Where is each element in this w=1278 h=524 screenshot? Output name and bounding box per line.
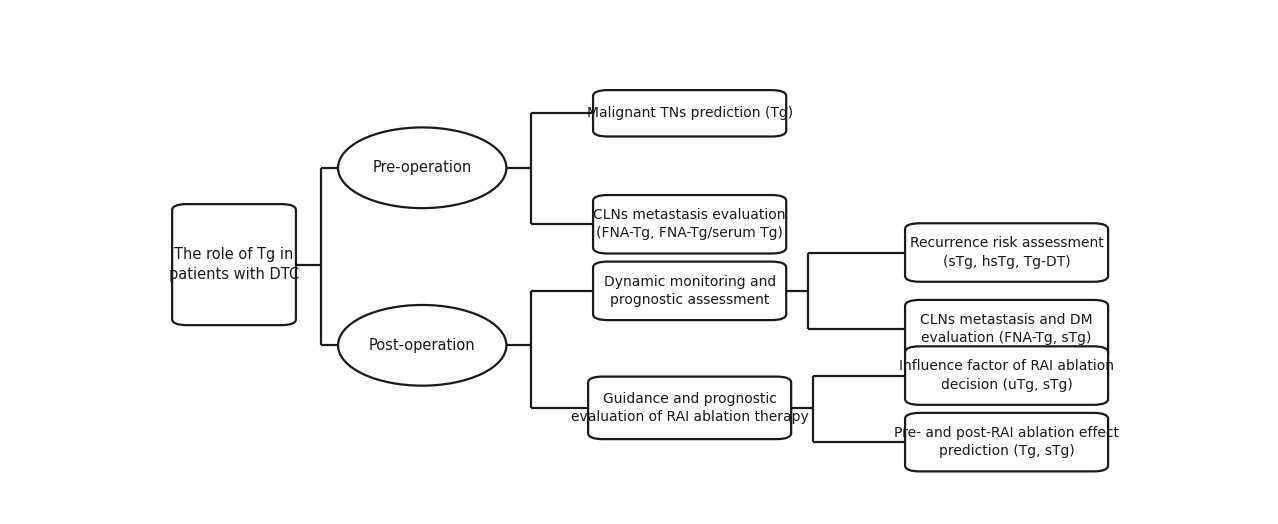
Text: The role of Tg in
patients with DTC: The role of Tg in patients with DTC — [169, 247, 299, 282]
FancyBboxPatch shape — [905, 223, 1108, 282]
FancyBboxPatch shape — [588, 377, 791, 439]
Text: CLNs metastasis evaluation
(FNA-Tg, FNA-Tg/serum Tg): CLNs metastasis evaluation (FNA-Tg, FNA-… — [593, 208, 786, 241]
Text: Dynamic monitoring and
prognostic assessment: Dynamic monitoring and prognostic assess… — [603, 275, 776, 307]
Text: Pre- and post-RAI ablation effect
prediction (Tg, sTg): Pre- and post-RAI ablation effect predic… — [895, 426, 1120, 458]
Text: Guidance and prognostic
evaluation of RAI ablation therapy: Guidance and prognostic evaluation of RA… — [571, 391, 809, 424]
Ellipse shape — [339, 305, 506, 386]
Text: Pre-operation: Pre-operation — [373, 160, 472, 176]
Text: Malignant TNs prediction (Tg): Malignant TNs prediction (Tg) — [587, 106, 792, 121]
FancyBboxPatch shape — [593, 195, 786, 254]
Text: Influence factor of RAI ablation
decision (uTg, sTg): Influence factor of RAI ablation decisio… — [900, 359, 1114, 392]
FancyBboxPatch shape — [905, 346, 1108, 405]
Ellipse shape — [339, 127, 506, 208]
FancyBboxPatch shape — [173, 204, 296, 325]
Text: Recurrence risk assessment
(sTg, hsTg, Tg-DT): Recurrence risk assessment (sTg, hsTg, T… — [910, 236, 1103, 269]
FancyBboxPatch shape — [905, 300, 1108, 358]
Text: CLNs metastasis and DM
evaluation (FNA-Tg, sTg): CLNs metastasis and DM evaluation (FNA-T… — [920, 313, 1093, 345]
Text: Post-operation: Post-operation — [369, 338, 475, 353]
FancyBboxPatch shape — [905, 413, 1108, 472]
FancyBboxPatch shape — [593, 90, 786, 137]
FancyBboxPatch shape — [593, 261, 786, 320]
